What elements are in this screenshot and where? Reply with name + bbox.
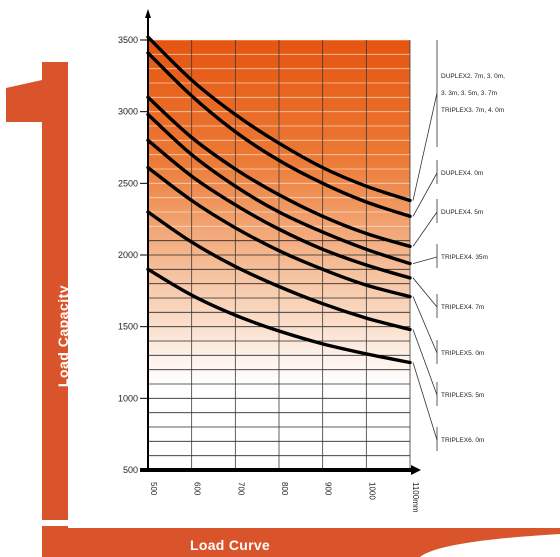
legend-labels: DUPLEX2. 7m, 3. 0m, 3. 3m, 3. 5m, 3. 7m TR… [441,73,505,444]
legend-label: TRIPLEX6. 0m [441,437,484,444]
y-tick-label: 3000 [118,107,138,117]
x-tick-label: 1100mm [411,482,420,513]
x-tick-label: 600 [193,482,202,496]
y-tick-labels: 500 1000 1500 2000 2500 3000 3500 [118,35,138,475]
series-line [146,138,412,280]
legend-label: TRIPLEX4. 7m [441,304,484,311]
series-line [146,267,412,365]
series-line [146,35,412,203]
frame-left-border [6,62,82,520]
legend-leader [412,256,438,264]
legend-leader [412,362,438,441]
legend-label: 3. 3m, 3. 5m, 3. 7m [441,90,497,97]
y-tick-label: 1000 [118,393,138,403]
legend-label: TRIPLEX5. 0m [441,350,484,357]
x-axis-arrow [411,465,421,475]
legend-label: TRIPLEX4. 35m [441,254,488,261]
legend-label: TRIPLEX3. 7m, 4. 0m [441,107,504,114]
y-tick-label: 2500 [118,178,138,188]
frame-bottom-border [42,526,560,557]
legend-leader [412,277,438,308]
legend-leader [412,329,438,396]
legend-leader [412,92,438,201]
legend-label: DUPLEX4. 0m [441,170,483,177]
y-tick-label: 500 [123,465,138,475]
legend-label: TRIPLEX5. 5m [441,392,484,399]
legend-leader [412,211,438,247]
legend-label: DUPLEX4. 5m [441,209,483,216]
y-tick-label: 2000 [118,250,138,260]
vertical-gridlines [191,40,411,470]
x-tick-label: 800 [280,482,289,496]
y-tick-marks [140,39,148,471]
x-tick-label: 1000 [367,482,376,500]
y-axis-arrow [145,9,151,18]
axes [140,9,421,475]
y-tick-label: 1500 [118,322,138,332]
legend-label: DUPLEX2. 7m, 3. 0m, [441,73,505,80]
legend-leader [412,172,438,217]
bottom-title: Load Curve [189,537,271,553]
x-tick-label: 500 [149,482,158,496]
series-lines [146,35,412,365]
x-tick-labels: 500 600 700 800 900 1000 1100mm [149,482,420,513]
series-line [146,210,412,332]
x-tick-label: 900 [324,482,333,496]
series-line [146,95,412,249]
series-line [146,112,412,266]
legend-leader [412,296,438,354]
series-line [146,51,412,218]
legend-callouts [412,40,438,451]
y-tick-label: 3500 [118,35,138,45]
series-line [146,165,412,299]
x-tick-label: 700 [236,482,245,496]
